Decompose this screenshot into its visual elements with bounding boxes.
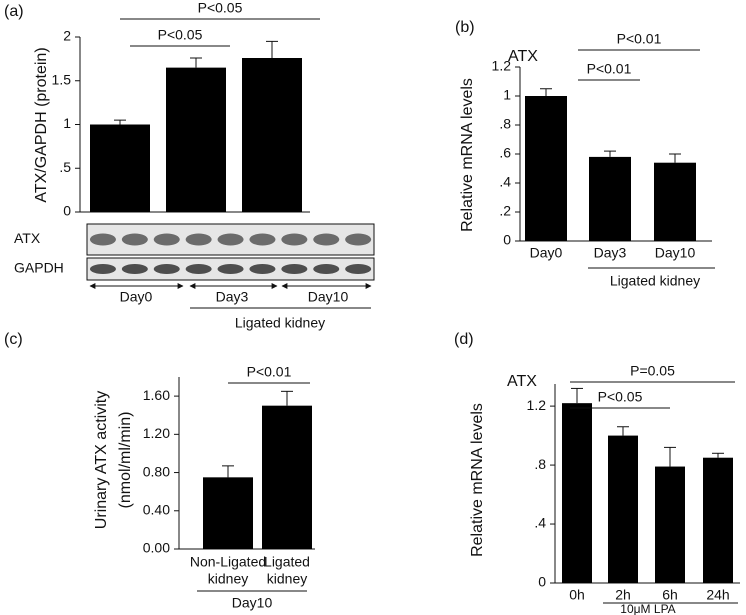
significance-label: P<0.01 [247, 364, 292, 380]
y-tick-label: 0.40 [143, 501, 170, 517]
bar [703, 457, 733, 583]
group-label: Ligated kidney [610, 273, 700, 289]
y-tick-label: 1.60 [143, 387, 170, 403]
y-axis-label: Relative mRNA levels [459, 78, 476, 232]
y-tick-label: .4 [534, 515, 546, 531]
bar [90, 124, 150, 212]
bar [562, 403, 592, 583]
blot-band [345, 264, 372, 274]
y-tick-label: .6 [499, 145, 511, 161]
blot-band [249, 264, 276, 274]
x-tick-label: kidney [208, 571, 248, 587]
significance-label: P<0.01 [587, 61, 632, 77]
x-tick-label: Day0 [120, 289, 153, 305]
blot-band [217, 233, 244, 246]
panel-label: (c) [4, 331, 23, 348]
blot-band [249, 233, 276, 246]
y-tick-label: 2 [63, 28, 71, 44]
blot-label: ATX [14, 230, 41, 246]
y-tick-label: 0.00 [143, 540, 170, 556]
blot-band [153, 264, 180, 274]
x-tick-label: Ligated [264, 554, 310, 570]
bar [203, 477, 253, 549]
blot-band [89, 264, 116, 274]
y-tick-label: 0 [63, 203, 71, 219]
significance-label: P<0.05 [158, 27, 203, 43]
y-tick-label: 1.20 [143, 425, 170, 441]
x-tick-label: Day10 [308, 289, 349, 305]
blot-band [121, 264, 148, 274]
group-label: Day10 [232, 595, 273, 611]
blot-band [217, 264, 244, 274]
bar [525, 96, 567, 241]
significance-label: P=0.05 [630, 363, 675, 379]
significance-label: P<0.01 [617, 31, 662, 47]
y-tick-label: .4 [499, 174, 511, 190]
blot-label: GAPDH [14, 260, 64, 276]
blot-band [185, 264, 212, 274]
x-tick-label: Day3 [594, 245, 627, 261]
panel-label: (a) [4, 3, 24, 20]
y-tick-label: 1 [503, 87, 511, 103]
y-tick-label: .8 [534, 456, 546, 472]
blot-band [153, 233, 180, 246]
blot-band [121, 233, 148, 246]
x-tick-label: kidney [267, 571, 307, 587]
y-axis-label: ATX/GAPDH (protein) [33, 47, 50, 202]
panel-label: (d) [454, 331, 474, 348]
y-tick-label: 1.2 [527, 397, 547, 413]
chart-title: ATX [508, 48, 538, 65]
x-tick-label: Day0 [530, 245, 563, 261]
bar [589, 156, 631, 241]
y-tick-label: 0 [538, 574, 546, 590]
y-tick-label: 1.5 [52, 71, 72, 87]
blot-band [89, 233, 116, 246]
blot-band [313, 264, 340, 274]
blot-band [281, 264, 308, 274]
group-label: Ligated kidney [235, 315, 325, 331]
x-tick-label: Day10 [655, 245, 696, 261]
blot-band [345, 233, 372, 246]
y-tick-label: 1.2 [492, 58, 512, 74]
x-tick-label: 2h [615, 587, 631, 603]
panel-label: (b) [455, 19, 475, 36]
x-tick-label: Day3 [216, 289, 249, 305]
blot-band [185, 233, 212, 246]
y-tick-label: 1 [63, 115, 71, 131]
y-tick-label: .5 [59, 159, 71, 175]
bar [166, 67, 226, 212]
blot-band [313, 233, 340, 246]
x-tick-label: 24h [706, 587, 729, 603]
significance-label: P<0.05 [198, 0, 243, 16]
bar [654, 162, 696, 241]
y-tick-label: 0 [503, 232, 511, 248]
bar [608, 435, 638, 583]
group-label: 10μM LPA [620, 602, 675, 615]
significance-label: P<0.05 [598, 389, 643, 405]
x-tick-label: Non-Ligated [190, 554, 266, 570]
bar [262, 405, 312, 549]
bar [655, 466, 685, 583]
y-axis-label: Relative mRNA levels [469, 403, 486, 557]
chart-title: ATX [507, 373, 537, 390]
x-tick-label: 6h [662, 587, 678, 603]
y-tick-label: .8 [499, 116, 511, 132]
y-tick-label: .2 [499, 203, 511, 219]
blot-band [281, 233, 308, 246]
y-tick-label: 0.80 [143, 463, 170, 479]
bar [242, 58, 302, 212]
y-axis-label: (nmol/ml/min) [117, 412, 134, 509]
y-axis-label: Urinary ATX activity [93, 391, 110, 529]
x-tick-label: 0h [569, 587, 585, 603]
